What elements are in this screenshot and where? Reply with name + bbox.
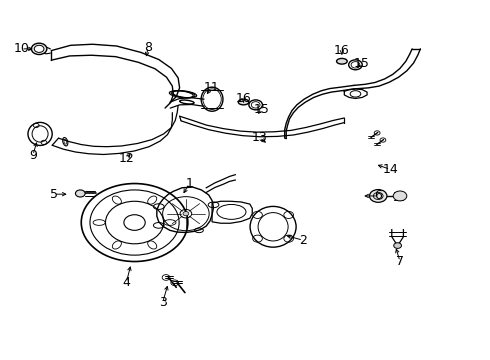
Text: 7: 7 (396, 255, 404, 268)
Text: 11: 11 (203, 81, 219, 94)
Text: 16: 16 (236, 92, 251, 105)
Circle shape (34, 45, 44, 53)
Text: 4: 4 (122, 276, 130, 289)
Text: 3: 3 (159, 296, 167, 309)
Circle shape (31, 43, 47, 54)
Text: 15: 15 (353, 57, 369, 69)
Text: 1: 1 (185, 177, 193, 190)
Text: 8: 8 (144, 41, 152, 54)
Text: 15: 15 (254, 103, 270, 116)
Ellipse shape (238, 99, 249, 105)
Text: 10: 10 (13, 42, 29, 55)
Text: 13: 13 (252, 131, 268, 144)
Circle shape (394, 243, 401, 248)
Circle shape (183, 212, 189, 216)
Text: 12: 12 (119, 152, 134, 165)
Text: 9: 9 (29, 149, 37, 162)
Ellipse shape (337, 58, 347, 64)
Text: 14: 14 (383, 163, 398, 176)
Text: 5: 5 (49, 188, 58, 201)
Circle shape (75, 190, 85, 197)
Circle shape (393, 191, 407, 201)
Text: 6: 6 (374, 189, 382, 202)
Text: 16: 16 (334, 44, 350, 57)
Circle shape (369, 190, 387, 202)
Text: 2: 2 (299, 234, 307, 247)
Circle shape (81, 184, 188, 261)
